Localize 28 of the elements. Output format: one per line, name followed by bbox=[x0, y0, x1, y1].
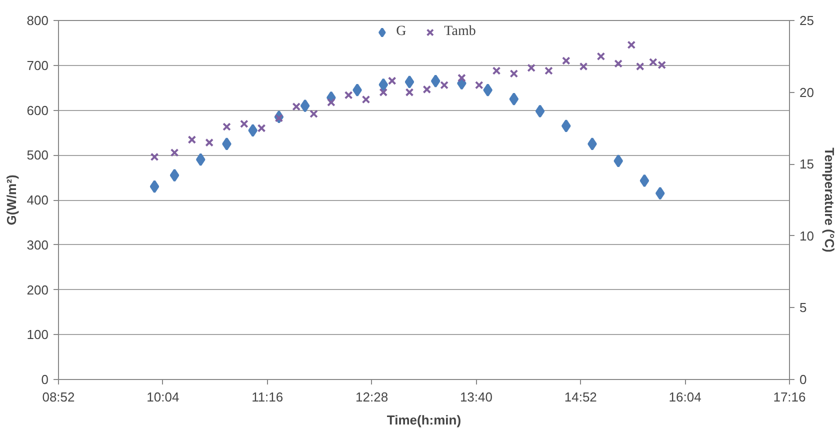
y2-axis-title: Temperature (°C) bbox=[822, 148, 837, 252]
x-axis-title: Time(h:min) bbox=[386, 412, 462, 428]
x-tick-label: 12:28 bbox=[356, 390, 388, 404]
y-tick-label: 0 bbox=[41, 372, 49, 387]
x-tick-label: 17:16 bbox=[773, 390, 806, 404]
y-tick-label: 100 bbox=[26, 327, 49, 342]
legend-label: Tamb bbox=[444, 24, 476, 40]
x-tick-label: 11:16 bbox=[252, 390, 284, 404]
y-tick-label: 700 bbox=[26, 58, 49, 73]
y2-tick-label: 10 bbox=[800, 228, 814, 244]
y-tick-label: 500 bbox=[26, 148, 49, 163]
y-tick-label: 800 bbox=[26, 13, 49, 28]
y-tick-label: 600 bbox=[26, 102, 49, 118]
x-tick-label: 10:04 bbox=[146, 390, 180, 404]
y-tick-label: 400 bbox=[26, 192, 49, 208]
y2-tick-label: 0 bbox=[800, 372, 807, 387]
y-tick-label: 200 bbox=[26, 282, 49, 298]
x-tick-label: 14:52 bbox=[564, 390, 597, 404]
legend-label: G bbox=[396, 24, 408, 40]
y2-tick-label: 5 bbox=[800, 300, 807, 316]
x-tick-label: 08:52 bbox=[42, 390, 75, 404]
y2-tick-label: 15 bbox=[800, 156, 814, 172]
y-axis-title: G(W/m²) bbox=[4, 174, 19, 226]
y-tick-label: 300 bbox=[26, 237, 49, 252]
x-tick-label: 16:04 bbox=[668, 390, 702, 404]
y2-tick-label: 20 bbox=[800, 84, 814, 100]
y2-tick-label: 25 bbox=[800, 13, 814, 28]
x-tick-label: 13:40 bbox=[460, 390, 492, 404]
